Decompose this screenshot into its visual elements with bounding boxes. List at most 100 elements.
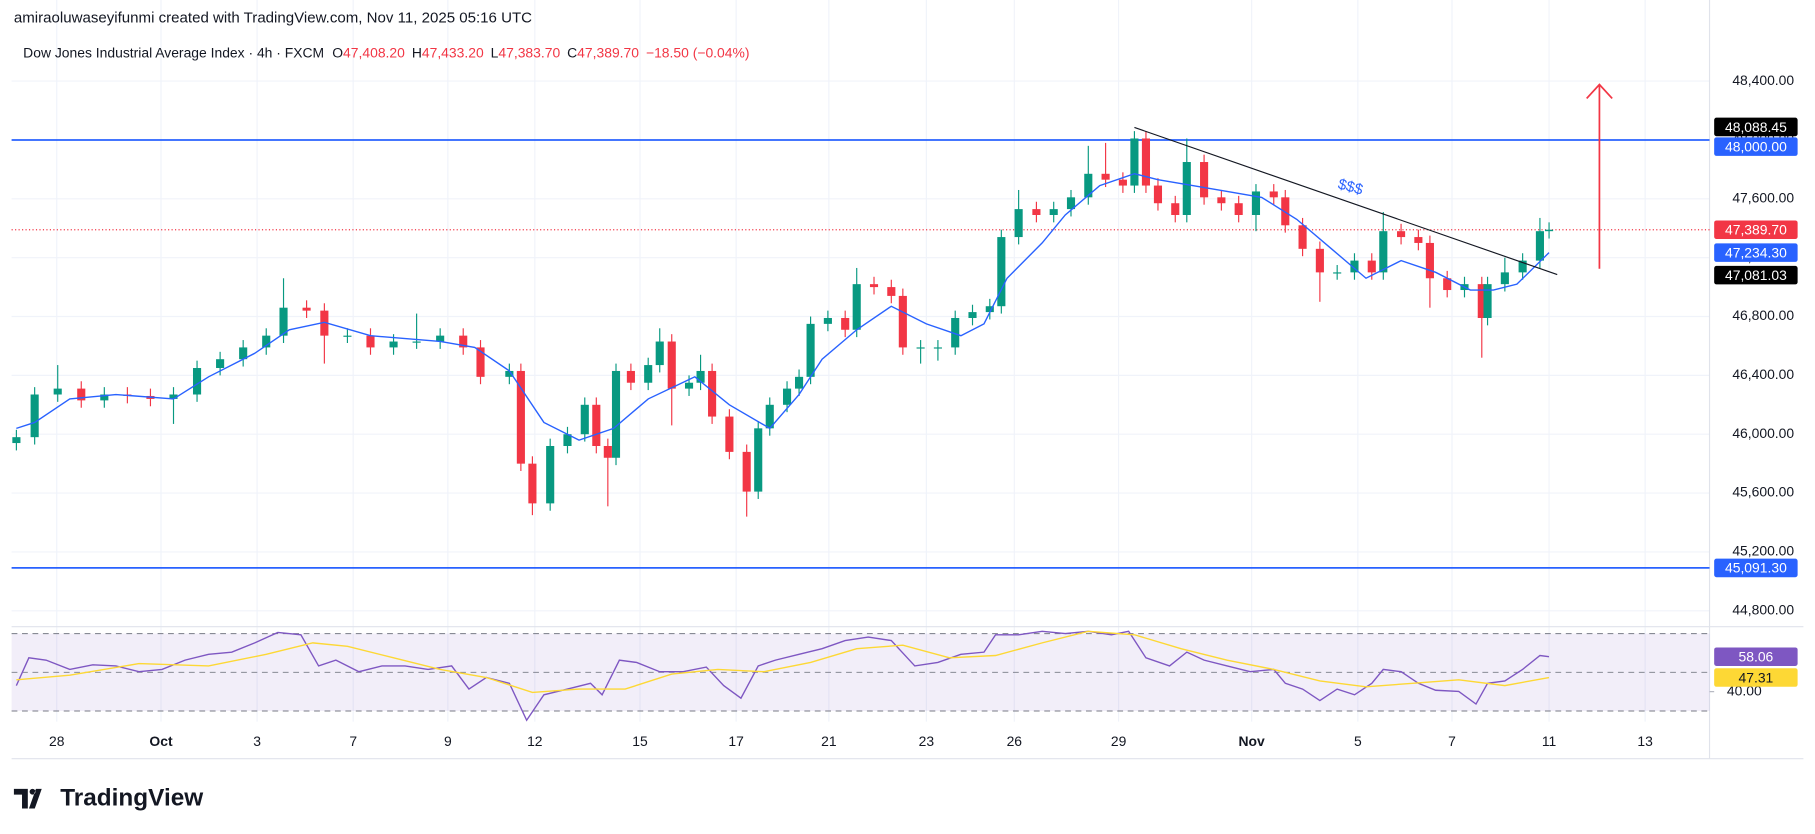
candle-body: [516, 370, 525, 464]
candle-body: [1182, 162, 1191, 215]
symbol: Dow Jones Industrial Average Index · 4h …: [23, 44, 324, 60]
x-tick-label: 29: [1111, 733, 1127, 749]
x-tick-label: 5: [1354, 733, 1362, 749]
symbol-legend: Dow Jones Industrial Average Index · 4h …: [23, 44, 749, 60]
candle-body: [933, 347, 942, 349]
candle-body: [887, 287, 896, 296]
candle-body: [459, 335, 468, 348]
candle-body: [1084, 173, 1093, 198]
candle-body: [1500, 272, 1509, 285]
candle-body: [1153, 185, 1163, 204]
x-tick-label: 7: [349, 733, 357, 749]
price-label: 47,081.03: [1725, 267, 1787, 283]
candle-body: [754, 428, 763, 492]
annotation: $$$: [1336, 176, 1365, 199]
ohlc-value: 47,433.20: [422, 44, 484, 60]
candle-body: [1014, 209, 1023, 238]
price-label-box: [1714, 117, 1798, 137]
candle-body: [1367, 260, 1376, 273]
candle-body: [1545, 229, 1554, 232]
price-label-box: [1714, 668, 1798, 687]
candle-body: [696, 370, 705, 383]
trendline: [1134, 126, 1558, 276]
candle-body: [1141, 138, 1151, 186]
candle-body: [77, 388, 86, 401]
candle-body: [366, 335, 375, 348]
candle-body: [968, 312, 977, 318]
candle-body: [216, 359, 225, 369]
candle-body: [279, 307, 288, 336]
candle-body: [725, 416, 734, 452]
candle-body: [1477, 284, 1486, 318]
candle-body: [239, 347, 248, 360]
ohlc-value: 47,408.20: [343, 44, 405, 60]
candle-body: [192, 368, 202, 395]
candle-body: [603, 445, 612, 458]
candle-body: [869, 284, 879, 288]
change: −18.50 (−0.04%): [646, 44, 750, 60]
candle-body: [806, 323, 815, 377]
logo-icon: [13, 788, 42, 809]
x-tick-label: 17: [728, 733, 744, 749]
x-tick-label: 23: [919, 733, 935, 749]
candle-body: [684, 382, 694, 389]
y-tick-label: 44,800.00: [1732, 601, 1794, 617]
price-label: 45,091.30: [1725, 560, 1787, 576]
price-label-box: [1714, 137, 1798, 156]
candle-body: [30, 394, 39, 438]
price-label: 47,234.30: [1725, 244, 1787, 260]
logo: TradingView: [13, 785, 203, 812]
candle-body: [1379, 231, 1388, 273]
price-label: 47.31: [1739, 669, 1774, 685]
candle-body: [320, 310, 329, 336]
arrow-head: [1586, 83, 1613, 100]
candle-body: [841, 317, 850, 330]
candle-body: [1298, 225, 1307, 249]
rsi-line: [15, 630, 1550, 722]
candle-body: [1350, 260, 1359, 273]
price-label-box: [1714, 558, 1798, 578]
candle-body: [898, 295, 907, 348]
candle-body: [592, 404, 601, 446]
price-label: 48,088.45: [1725, 119, 1787, 135]
candle-body: [765, 404, 774, 429]
candle-body: [1483, 284, 1492, 318]
candle-body: [1049, 209, 1058, 215]
rsi-line: [16, 630, 1550, 694]
price-label-box: [1714, 220, 1798, 240]
ohlc-label: C: [567, 44, 577, 60]
candle-body: [997, 237, 1006, 307]
y-tick-label: 46,400.00: [1732, 366, 1794, 382]
candle-body: [1217, 197, 1226, 204]
candle-body: [823, 317, 832, 324]
candle-body: [1032, 209, 1041, 215]
price-label: 47,389.70: [1725, 222, 1787, 238]
candle-body: [1518, 260, 1527, 273]
logo-text: TradingView: [60, 785, 203, 812]
x-tick-label: Nov: [1239, 733, 1266, 749]
price-label-box: [1714, 243, 1798, 262]
candle-body: [644, 365, 653, 383]
candle-body: [1066, 197, 1076, 210]
candle-body: [626, 370, 635, 383]
candle-body: [1234, 203, 1243, 215]
candle-body: [1200, 162, 1209, 198]
candle-body: [1315, 248, 1324, 273]
candle-body: [580, 404, 589, 435]
y-tick-label: 46,000.00: [1732, 425, 1794, 441]
candle-body: [655, 341, 664, 366]
x-tick-label: Oct: [149, 733, 173, 749]
y-tick-label: 45,200.00: [1732, 543, 1794, 559]
plot: 44,800.00 45,200.00 45,600.00 46,000.00 46,4…: [11, 72, 1798, 749]
candle-body: [1425, 242, 1434, 279]
candle-body: [611, 370, 621, 458]
x-tick-label: 9: [444, 733, 452, 749]
candle-body: [1171, 203, 1180, 215]
candle-body: [262, 335, 271, 348]
price-label: 58.06: [1739, 649, 1774, 665]
ohlc-value: 47,383.70: [498, 44, 560, 60]
moving-average: [16, 173, 1550, 441]
ohlc-label: O: [332, 44, 343, 60]
candle-body: [412, 341, 421, 343]
